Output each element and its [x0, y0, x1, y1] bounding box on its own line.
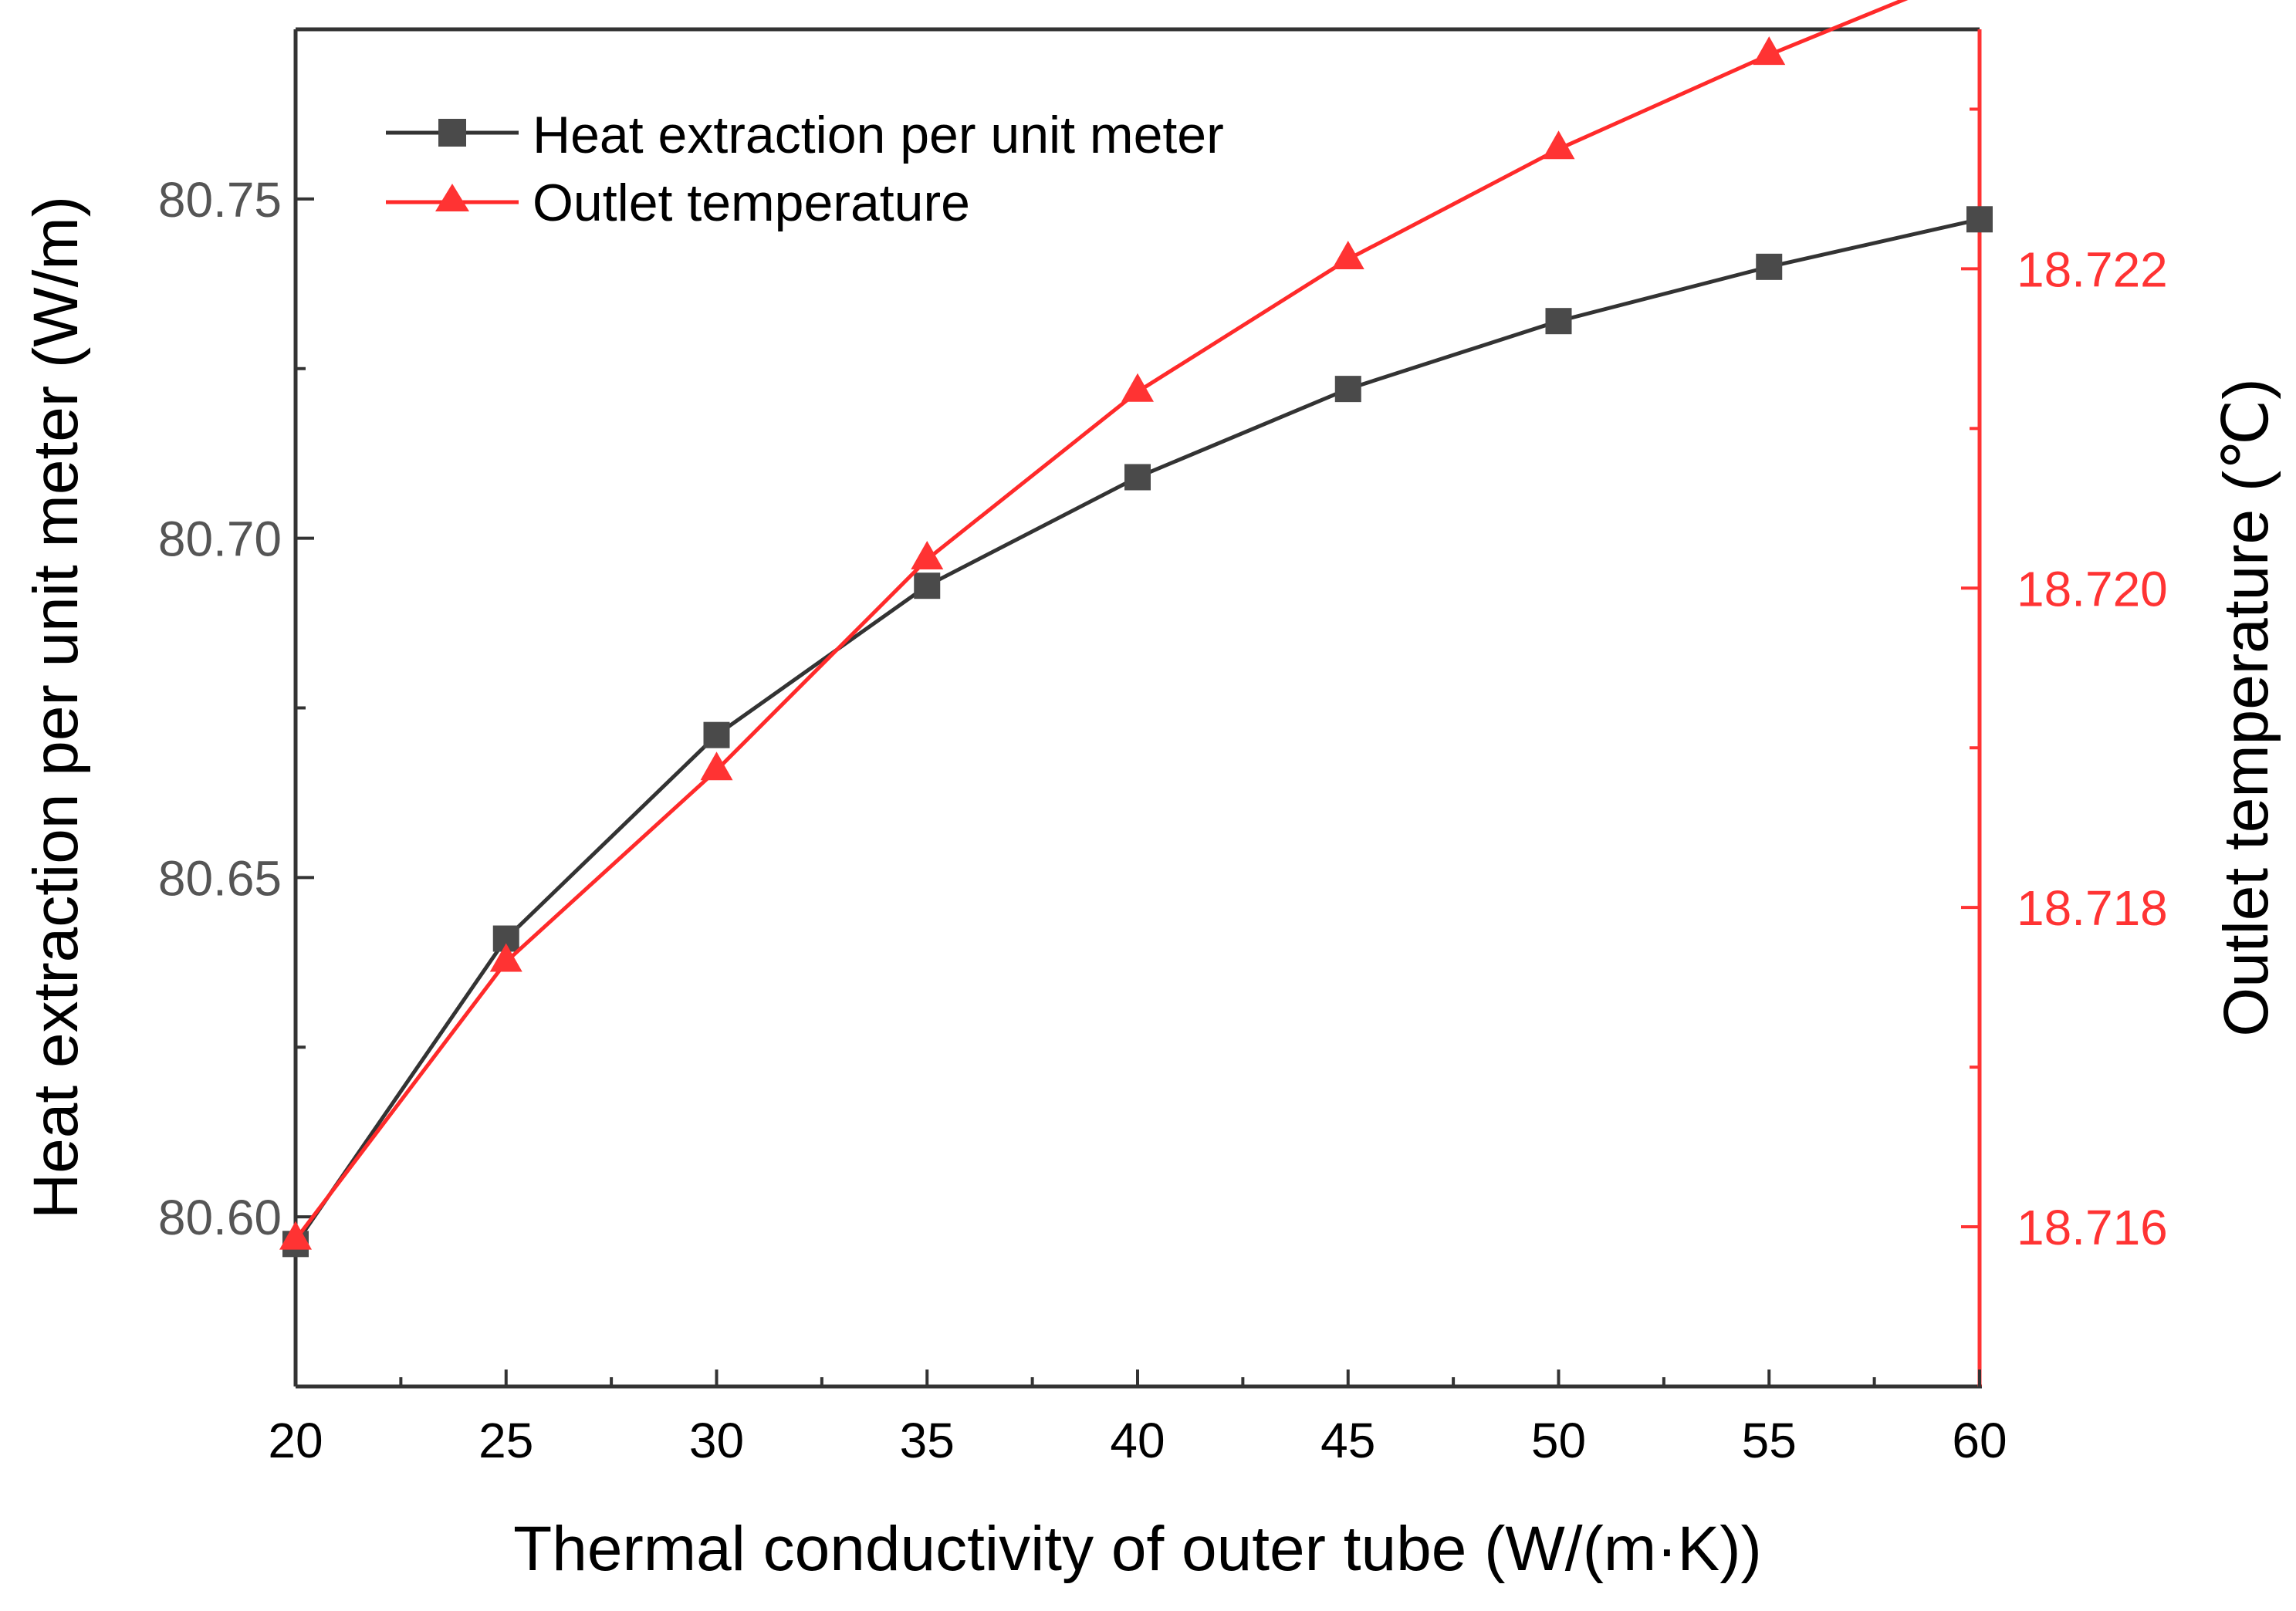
x-tick-label: 20: [268, 1413, 323, 1468]
x-tick-label: 30: [689, 1413, 744, 1468]
data-point-outlet-temperature: [700, 751, 733, 781]
x-tick-label: 60: [1952, 1413, 2007, 1468]
x-axis-label: Thermal conductivity of outer tube (W/(m…: [513, 1514, 1762, 1584]
y-left-tick-label: 80.75: [158, 172, 282, 228]
data-point-outlet-temperature: [1121, 373, 1154, 402]
data-point-heat-extraction: [1966, 206, 1993, 233]
data-point-outlet-temperature: [1753, 36, 1786, 66]
data-point-heat-extraction: [1334, 376, 1361, 403]
legend-label-outlet: Outlet temperature: [533, 174, 970, 232]
y-right-tick-label: 18.722: [2017, 241, 2168, 297]
y-right-tick-label: 18.720: [2017, 561, 2168, 616]
x-tick-label: 55: [1742, 1413, 1797, 1468]
data-point-heat-extraction: [914, 572, 941, 599]
y-left-tick-label: 80.60: [158, 1190, 282, 1245]
data-point-outlet-temperature: [1331, 240, 1364, 269]
data-point-heat-extraction: [1124, 464, 1151, 491]
x-axis-ticks: 20 25 30 35 40 45 50 55 60: [268, 1370, 2007, 1468]
data-point-outlet-temperature: [1542, 130, 1575, 160]
legend-marker-square: [438, 119, 466, 147]
y-axis-left-ticks: 80.60 80.65 80.70 80.75: [158, 172, 314, 1245]
legend: Heat extraction per unit meter Outlet te…: [386, 106, 1224, 232]
series-layer: [279, 0, 1993, 1258]
y-axis-left-label: Heat extraction per unit meter (W/m): [21, 196, 91, 1219]
x-tick-label: 35: [900, 1413, 955, 1468]
data-point-outlet-temperature: [911, 541, 944, 570]
y-axis-right-label: Outlet temperature (℃): [2211, 378, 2281, 1036]
legend-marker-triangle: [435, 184, 469, 211]
data-point-outlet-temperature: [489, 943, 522, 972]
legend-label-heat: Heat extraction per unit meter: [533, 106, 1224, 164]
y-right-tick-label: 18.718: [2017, 880, 2168, 936]
y-right-tick-label: 18.716: [2017, 1200, 2168, 1255]
x-tick-label: 45: [1320, 1413, 1375, 1468]
x-tick-label: 50: [1531, 1413, 1586, 1468]
data-point-outlet-temperature: [279, 1221, 312, 1250]
x-tick-label: 25: [478, 1413, 533, 1468]
y-axis-right-ticks: 18.716 18.718 18.720 18.722: [1961, 107, 2168, 1255]
data-point-heat-extraction: [703, 721, 730, 748]
y-left-tick-label: 80.65: [158, 850, 282, 906]
x-tick-label: 40: [1110, 1413, 1165, 1468]
y-left-tick-label: 80.70: [158, 512, 282, 567]
data-point-heat-extraction: [1545, 308, 1572, 335]
data-point-heat-extraction: [1756, 253, 1783, 280]
